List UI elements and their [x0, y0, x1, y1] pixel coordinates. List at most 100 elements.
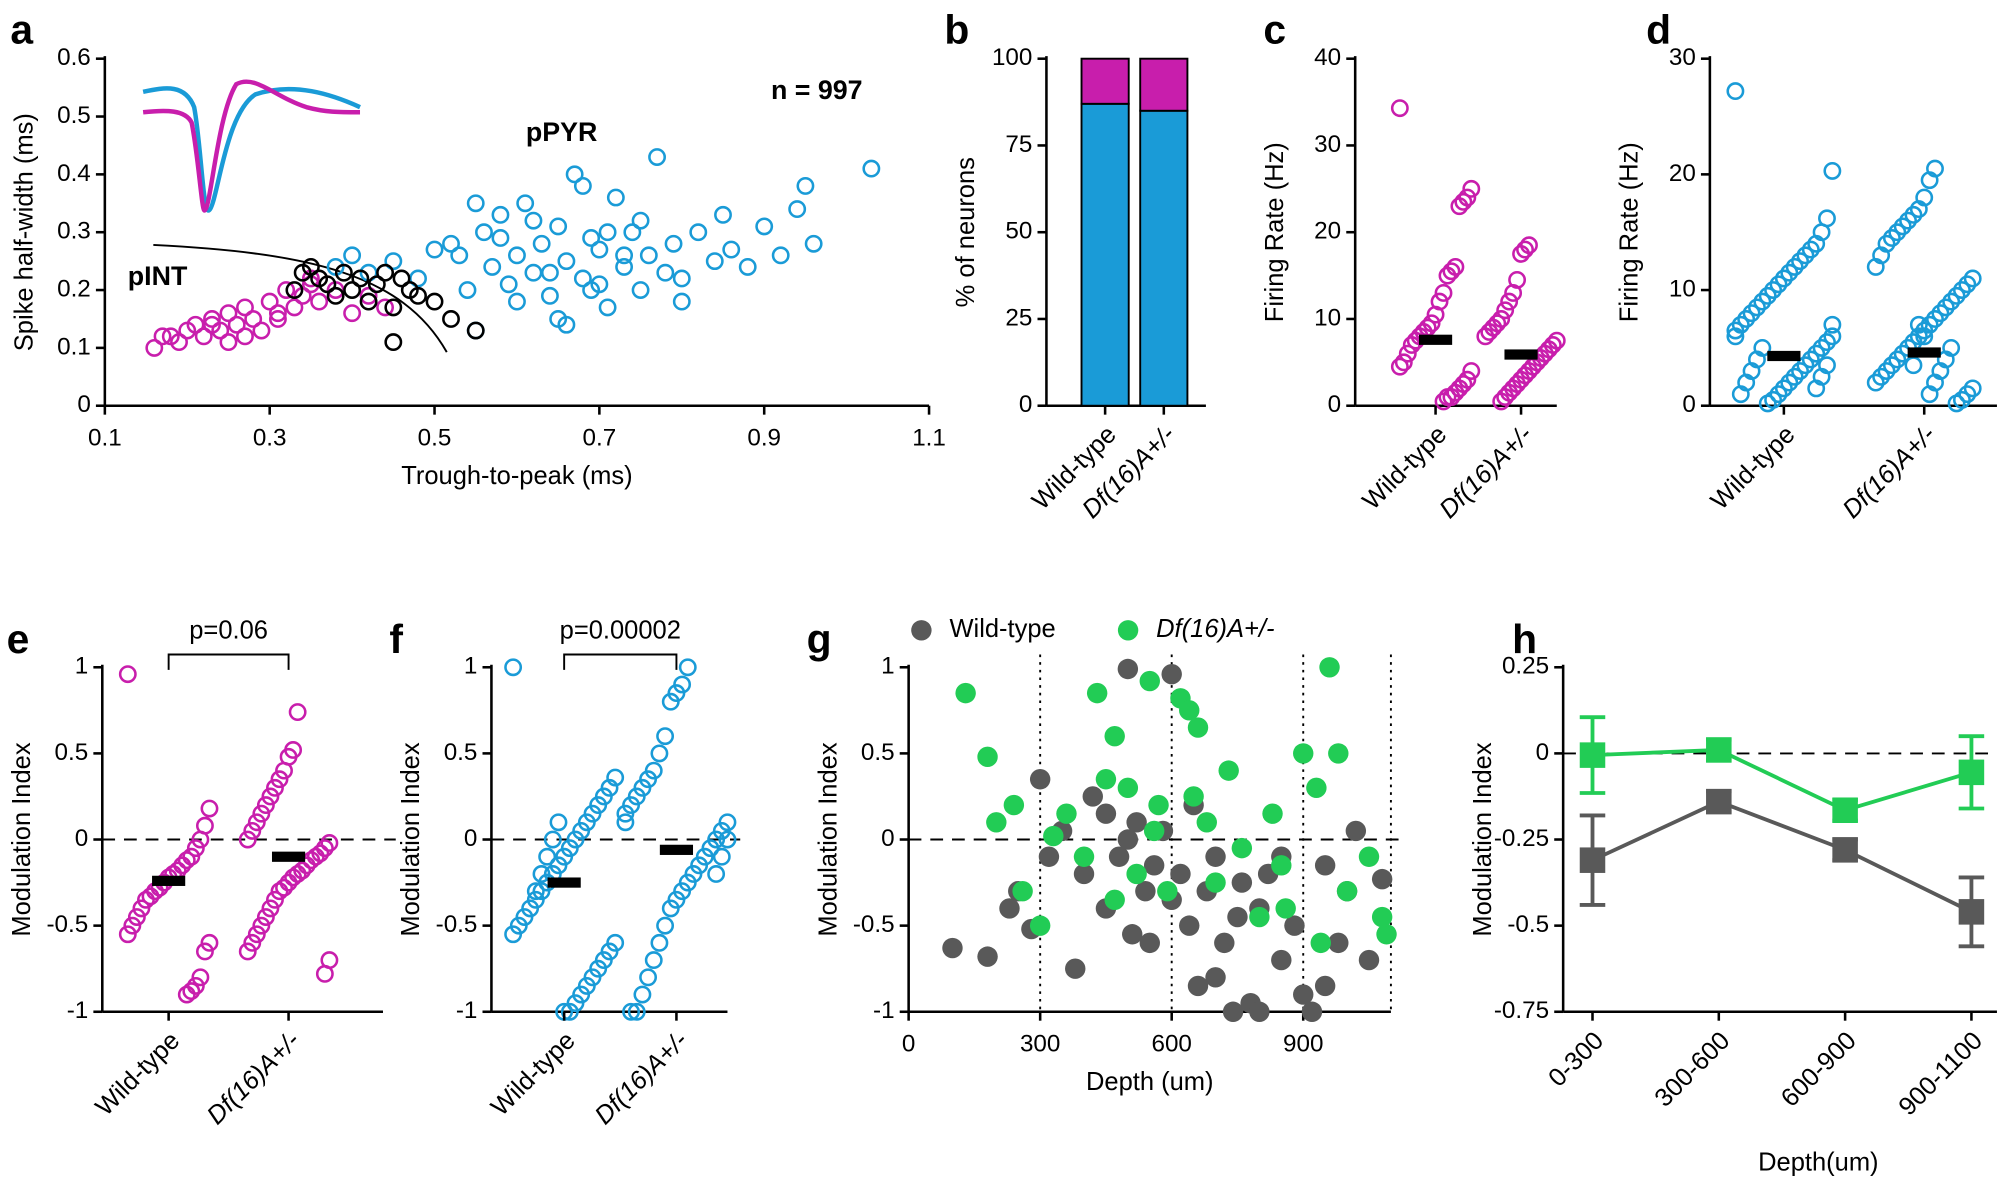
waveform-ppyr: [142, 86, 361, 213]
point: [1947, 394, 1966, 413]
y-tick-label: -1: [456, 997, 478, 1024]
y-tick-label: 30: [1314, 131, 1341, 158]
panel-letter: e: [7, 616, 30, 662]
point: [650, 933, 669, 952]
point: [1043, 825, 1064, 847]
point: [1872, 367, 1891, 386]
panel-letter: h: [1512, 616, 1537, 662]
point: [1769, 385, 1788, 404]
point: [1769, 275, 1788, 294]
point: [200, 933, 219, 952]
point: [1398, 344, 1417, 363]
point: [722, 240, 741, 259]
point: [1882, 229, 1901, 247]
annotation: n = 997: [771, 75, 863, 105]
point: [1271, 855, 1292, 876]
x-tick-label: 0.9: [747, 424, 781, 451]
point: [466, 194, 485, 213]
point: [582, 281, 601, 299]
waveform-pint: [142, 79, 361, 213]
point: [633, 985, 652, 1004]
y-axis-title: Firing Rate (Hz): [1261, 142, 1289, 322]
point: [1319, 657, 1340, 678]
point: [615, 246, 634, 265]
x-tick-label: 0.3: [253, 424, 287, 451]
point: [1454, 192, 1473, 211]
point: [1434, 284, 1453, 302]
point: [540, 286, 559, 305]
point: [532, 865, 551, 883]
point: [1807, 234, 1826, 253]
point: [1104, 889, 1125, 911]
point: [1877, 362, 1896, 380]
point: [627, 1002, 646, 1021]
y-tick-label: 40: [1314, 44, 1341, 71]
point: [1866, 257, 1885, 276]
point: [1936, 298, 1955, 317]
point: [1073, 846, 1095, 867]
point: [549, 813, 568, 832]
y-tick-label: -0.5: [46, 911, 88, 938]
point: [153, 327, 172, 346]
point: [284, 868, 303, 887]
point: [508, 246, 526, 265]
point: [1314, 855, 1336, 876]
y-tick-label: 75: [1005, 131, 1032, 158]
y-tick-label: 30: [1669, 44, 1696, 71]
point: [1306, 777, 1327, 799]
y-tick-label: 0.5: [444, 739, 478, 766]
point: [1780, 263, 1799, 282]
point: [565, 165, 584, 184]
point: [1218, 760, 1239, 781]
point: [191, 830, 210, 849]
point: [1358, 846, 1380, 867]
bar-segment: [1080, 57, 1130, 105]
y-tick-label: 20: [1669, 160, 1696, 187]
point: [862, 159, 881, 178]
point: [1920, 385, 1939, 404]
y-tick-label: 0.5: [55, 739, 89, 766]
point: [1909, 327, 1928, 346]
panel-letter: f: [389, 616, 403, 662]
y-tick-label: -1: [67, 997, 89, 1024]
point: [705, 252, 724, 271]
marker: [1832, 837, 1858, 863]
point: [678, 658, 697, 677]
point: [170, 333, 188, 352]
y-tick-label: 10: [1669, 275, 1696, 302]
point: [955, 682, 976, 704]
point: [252, 321, 271, 340]
point: [1796, 246, 1815, 265]
point: [1438, 388, 1457, 406]
point: [788, 200, 807, 219]
point: [376, 298, 395, 317]
point: [1516, 240, 1534, 259]
point: [504, 658, 523, 677]
point: [1963, 269, 1982, 288]
point: [623, 223, 642, 242]
point: [771, 246, 790, 265]
x-tick-label: 900-1100: [1893, 1026, 1988, 1121]
point: [1731, 385, 1750, 404]
point: [689, 223, 708, 242]
point: [672, 292, 691, 311]
point: [1086, 682, 1108, 704]
point: [631, 211, 650, 230]
point: [1161, 663, 1182, 685]
point: [275, 878, 293, 897]
point: [1214, 932, 1235, 954]
y-tick-label: 10: [1314, 304, 1341, 331]
y-tick-label: 0: [1682, 391, 1695, 418]
waveform-inset: [142, 79, 361, 213]
point: [1271, 949, 1292, 971]
point: [1758, 394, 1777, 413]
point: [942, 937, 963, 959]
x-axis-title: Trough-to-peak (ms): [401, 462, 632, 490]
point: [977, 746, 998, 768]
point: [1931, 304, 1950, 323]
point: [343, 281, 362, 299]
point: [796, 177, 815, 195]
point: [1249, 906, 1270, 928]
x-tick-label: 1.1: [912, 424, 946, 451]
